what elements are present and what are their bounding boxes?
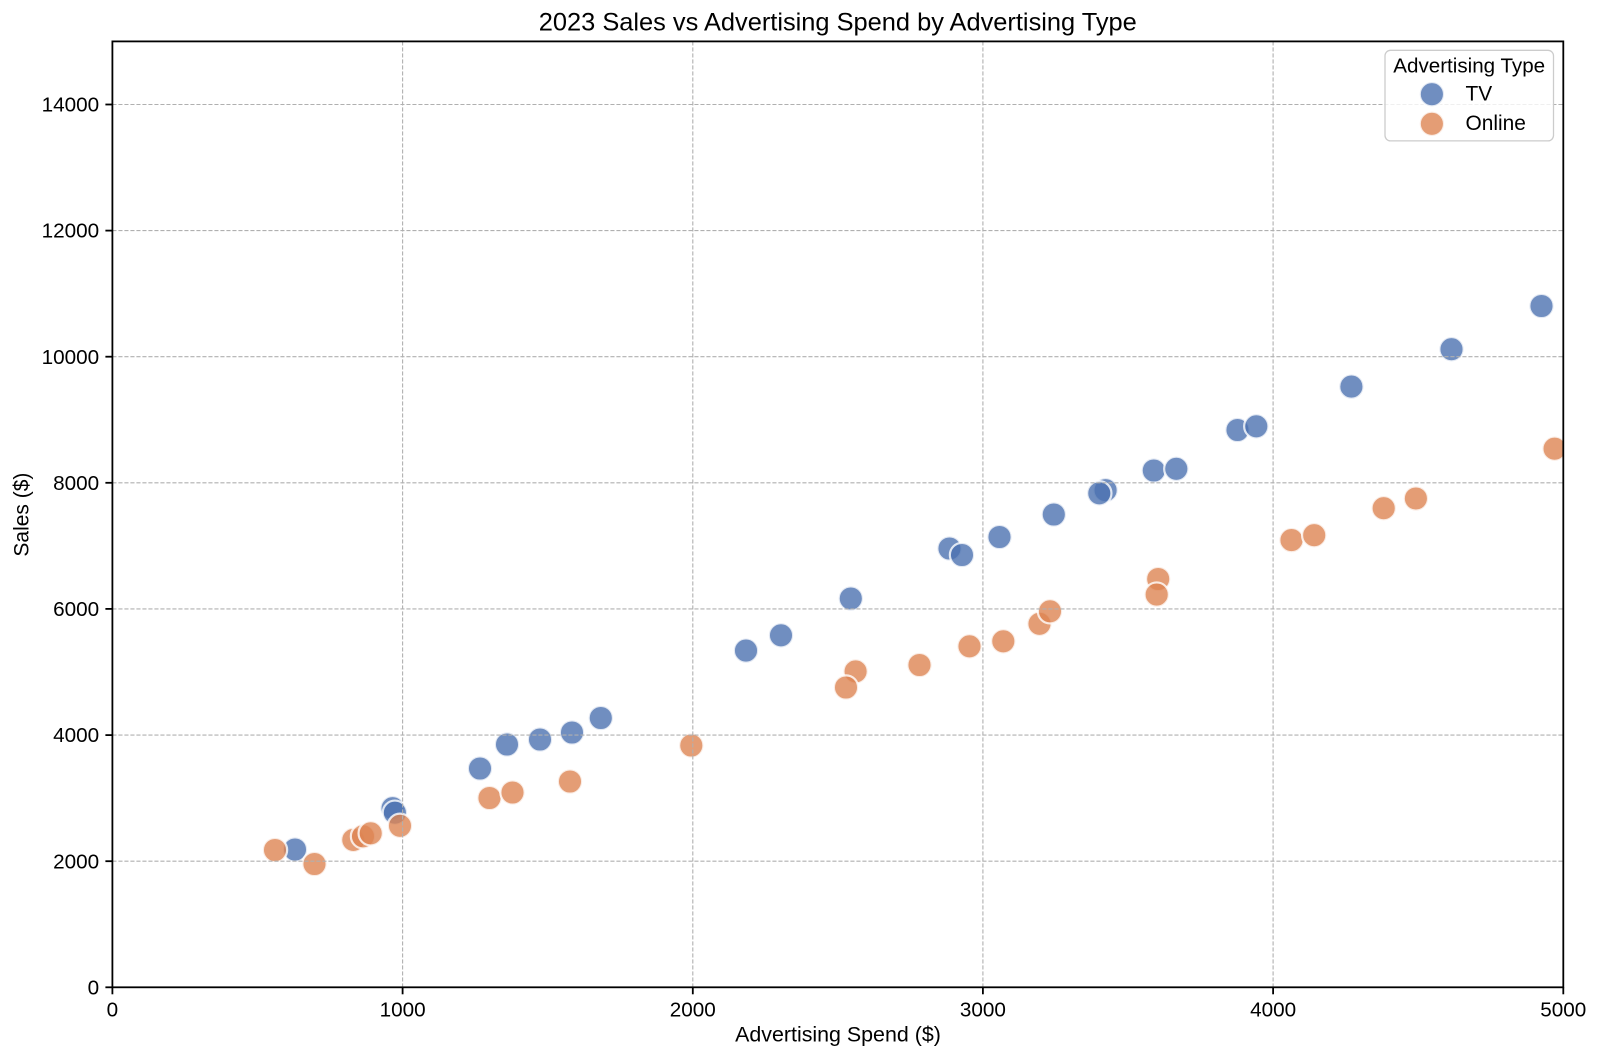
- svg-text:8000: 8000: [53, 472, 99, 495]
- svg-text:0: 0: [88, 976, 100, 999]
- svg-text:Advertising Spend ($): Advertising Spend ($): [735, 1023, 941, 1047]
- svg-text:Online: Online: [1466, 112, 1526, 135]
- svg-text:10000: 10000: [42, 346, 100, 369]
- svg-text:4000: 4000: [1250, 999, 1296, 1022]
- svg-text:0: 0: [107, 999, 119, 1022]
- svg-text:Sales ($): Sales ($): [11, 473, 34, 557]
- svg-text:12000: 12000: [42, 220, 100, 243]
- svg-text:3000: 3000: [960, 999, 1006, 1022]
- svg-text:1000: 1000: [380, 999, 426, 1022]
- svg-text:2000: 2000: [670, 999, 716, 1022]
- svg-text:2023 Sales vs Advertising Spen: 2023 Sales vs Advertising Spend by Adver…: [539, 8, 1137, 36]
- svg-text:2000: 2000: [53, 850, 99, 873]
- svg-text:14000: 14000: [42, 94, 100, 117]
- svg-text:6000: 6000: [53, 598, 99, 621]
- svg-text:5000: 5000: [1540, 999, 1586, 1022]
- svg-text:Advertising Type: Advertising Type: [1393, 55, 1545, 78]
- svg-text:4000: 4000: [53, 724, 99, 747]
- svg-text:TV: TV: [1466, 83, 1493, 106]
